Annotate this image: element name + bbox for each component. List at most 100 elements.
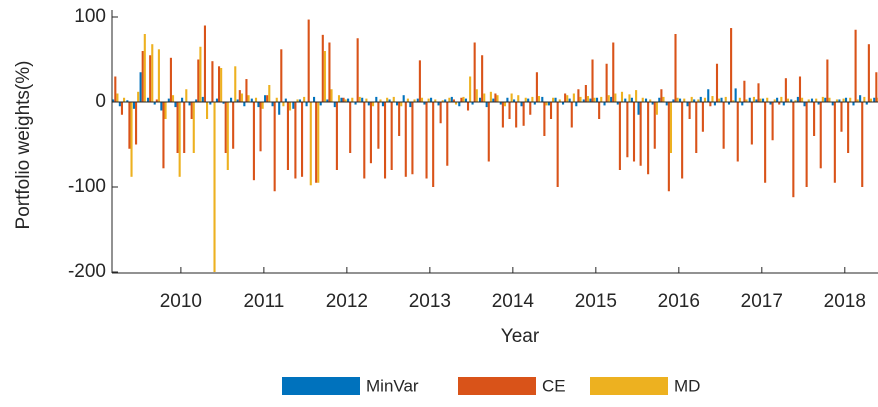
bar bbox=[375, 96, 378, 102]
bar bbox=[250, 98, 253, 102]
bar bbox=[230, 97, 233, 102]
bar bbox=[340, 97, 343, 102]
bar bbox=[181, 97, 184, 102]
bar bbox=[720, 97, 723, 102]
bar bbox=[469, 76, 472, 102]
bar bbox=[596, 97, 599, 102]
x-tick-label: 2016 bbox=[658, 291, 700, 312]
bar bbox=[757, 83, 760, 102]
bar bbox=[135, 102, 138, 145]
bar bbox=[309, 102, 312, 186]
bar bbox=[745, 99, 748, 102]
bar bbox=[392, 96, 395, 102]
bar bbox=[549, 102, 553, 119]
bar bbox=[157, 49, 160, 102]
bar bbox=[667, 102, 670, 192]
bar bbox=[402, 95, 405, 102]
bar bbox=[478, 97, 482, 102]
bar bbox=[741, 102, 744, 106]
bar bbox=[354, 102, 357, 105]
bar bbox=[342, 97, 345, 102]
bar bbox=[305, 102, 308, 107]
bar bbox=[579, 96, 582, 102]
bar bbox=[406, 98, 409, 102]
bar bbox=[570, 102, 573, 128]
x-tick-label: 2015 bbox=[575, 291, 617, 312]
bar bbox=[164, 102, 167, 119]
bar bbox=[452, 99, 455, 102]
bar bbox=[292, 102, 295, 109]
x-axis-label: Year bbox=[501, 326, 540, 347]
bar bbox=[826, 59, 829, 102]
bar bbox=[460, 97, 463, 102]
bar bbox=[448, 97, 451, 102]
bar bbox=[693, 99, 696, 102]
bar bbox=[790, 99, 793, 102]
bar bbox=[703, 97, 707, 102]
bar bbox=[709, 102, 712, 107]
bar bbox=[686, 102, 689, 107]
bar bbox=[727, 102, 731, 105]
bar bbox=[849, 97, 852, 102]
bar bbox=[143, 34, 146, 102]
bar bbox=[458, 102, 461, 107]
bar bbox=[568, 98, 571, 102]
bar bbox=[815, 98, 818, 102]
bar bbox=[801, 97, 804, 102]
bar bbox=[328, 42, 331, 102]
bar bbox=[584, 85, 587, 102]
bar bbox=[828, 97, 831, 102]
bar bbox=[307, 19, 310, 102]
bar bbox=[780, 96, 783, 102]
bar bbox=[782, 102, 785, 106]
bar bbox=[750, 102, 753, 145]
bar bbox=[454, 102, 458, 105]
bar bbox=[427, 98, 430, 102]
bar bbox=[236, 99, 239, 102]
bar bbox=[439, 102, 442, 124]
bar bbox=[245, 79, 248, 102]
bar bbox=[188, 102, 191, 106]
bar bbox=[695, 102, 698, 153]
x-tick-label: 2014 bbox=[492, 291, 535, 312]
bar bbox=[323, 51, 326, 102]
bar bbox=[356, 38, 359, 102]
bar bbox=[805, 102, 808, 187]
bar bbox=[450, 96, 453, 102]
bar bbox=[681, 102, 684, 179]
bar bbox=[361, 97, 364, 102]
bar bbox=[383, 102, 387, 179]
bar bbox=[852, 102, 855, 106]
bar bbox=[683, 98, 686, 102]
bar bbox=[869, 98, 873, 102]
bar bbox=[247, 95, 250, 102]
bar bbox=[647, 102, 650, 175]
bar bbox=[508, 102, 511, 119]
bar bbox=[489, 91, 492, 102]
bar bbox=[529, 102, 532, 115]
bar bbox=[794, 100, 797, 102]
bar bbox=[598, 102, 601, 119]
bar bbox=[441, 100, 444, 102]
bar bbox=[494, 93, 497, 102]
bar bbox=[653, 102, 656, 149]
bar bbox=[854, 29, 857, 102]
bar bbox=[748, 97, 751, 102]
bar bbox=[238, 90, 241, 102]
bar bbox=[637, 102, 640, 115]
bar bbox=[296, 99, 299, 102]
bar bbox=[149, 55, 152, 102]
x-tick-label: 2011 bbox=[243, 291, 284, 312]
bar bbox=[411, 102, 414, 175]
bar bbox=[174, 102, 177, 108]
bar bbox=[641, 97, 644, 102]
bar bbox=[416, 98, 419, 102]
bar bbox=[771, 102, 774, 141]
bar bbox=[724, 96, 727, 102]
bar bbox=[371, 102, 375, 107]
bar bbox=[665, 102, 668, 106]
bar bbox=[252, 102, 255, 181]
bar bbox=[139, 72, 142, 102]
bar bbox=[660, 89, 663, 102]
